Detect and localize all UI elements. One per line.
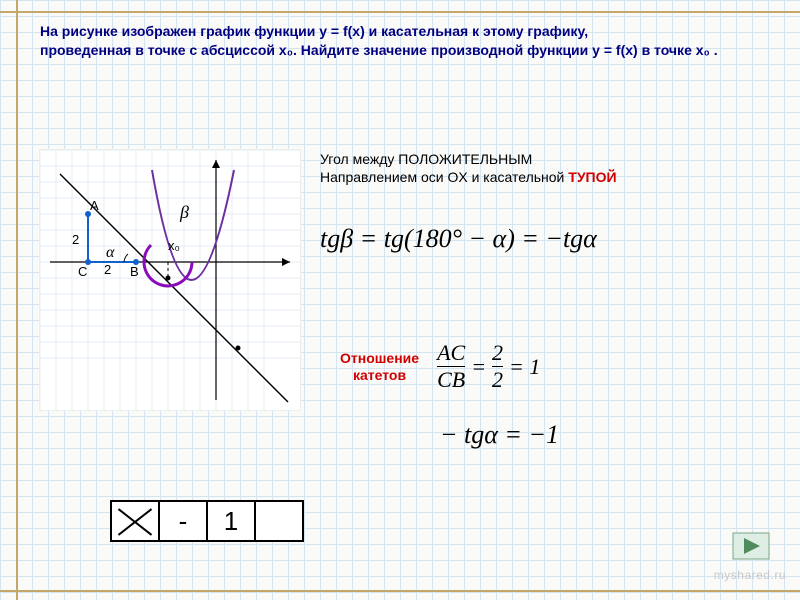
ratio-den-r: 2 (492, 367, 503, 393)
ratio-label-2: катетов (340, 367, 419, 384)
ratio-den-l: CB (437, 367, 465, 393)
ratio-eq-result: = 1 (509, 354, 540, 380)
watermark: myshared.ru (714, 568, 786, 582)
figure-svg (40, 150, 300, 410)
problem-line-2: проведенная в точке с абсциссой x₀. Найд… (40, 41, 780, 60)
label-alpha: α (106, 244, 114, 262)
ratio-num-r: 2 (492, 340, 503, 366)
label-side-h: 2 (104, 262, 111, 277)
label-B: B (130, 264, 139, 279)
answer-cell-3: 1 (207, 501, 255, 541)
next-slide-button[interactable] (732, 532, 770, 560)
angle-note-l2a: Направлением оси OX и касательной (320, 169, 568, 185)
problem-statement: На рисунке изображен график функции y = … (40, 22, 780, 60)
angle-note-l2b: ТУПОЙ (568, 169, 616, 185)
problem-line-1: На рисунке изображен график функции y = … (40, 22, 780, 41)
label-A: A (90, 198, 99, 213)
geometry-figure: A C B 2 2 x₀ α β (40, 150, 300, 410)
answer-cell-1 (111, 501, 159, 541)
angle-note-l1: Угол между ПОЛОЖИТЕЛЬНЫМ (320, 150, 617, 168)
answer-cell-2: - (159, 501, 207, 541)
label-beta: β (180, 202, 189, 223)
answer-table: - 1 (110, 500, 304, 542)
label-x0: x₀ (168, 238, 180, 253)
slide-border-bottom (0, 590, 800, 592)
label-side-v: 2 (72, 232, 79, 247)
answer-cell-4 (255, 501, 303, 541)
label-C: C (78, 264, 87, 279)
final-formula: − tgα = −1 (440, 420, 559, 450)
slide-border-top (0, 11, 800, 13)
slide-border-left (16, 0, 18, 600)
main-formula: tgβ = tg(180° − α) = −tgα (320, 224, 617, 254)
angle-note: Угол между ПОЛОЖИТЕЛЬНЫМ Направлением ос… (320, 150, 617, 186)
ratio-num-l: AC (437, 340, 465, 366)
ratio-block: Отношение катетов AC CB = 2 2 = 1 (340, 340, 540, 393)
ratio-label-1: Отношение (340, 350, 419, 367)
